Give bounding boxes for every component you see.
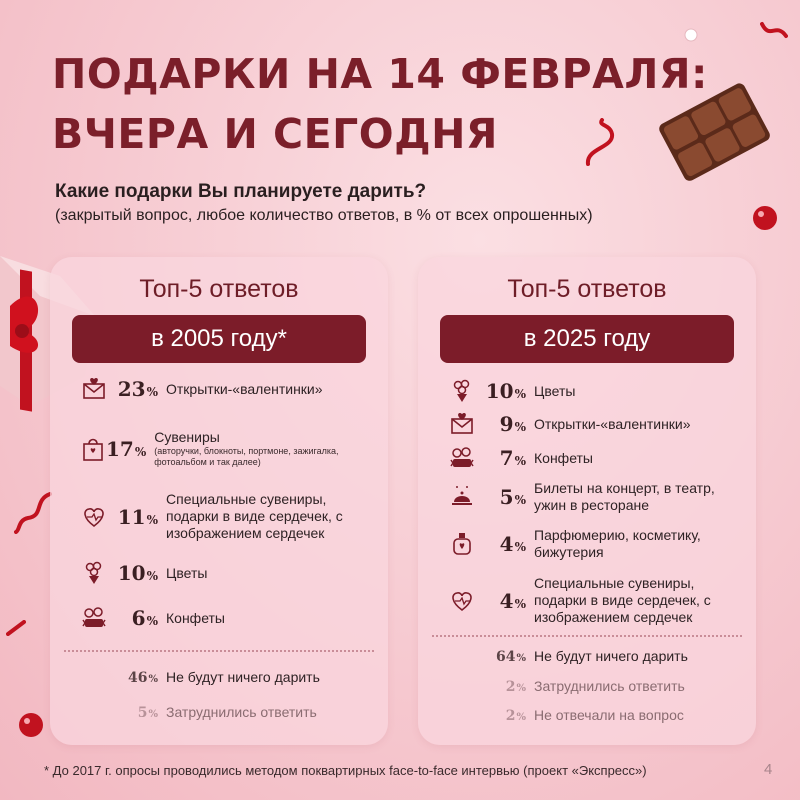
percent-value: 17% (106, 436, 147, 461)
percent-value: 23% (117, 377, 158, 401)
survey-question: Какие подарки Вы планируете дарить? (55, 181, 427, 202)
list-item: 2% Не отвечали на вопрос (448, 707, 748, 724)
list-item: 4% Парфюмерию, косметику, бижутерия (448, 527, 748, 561)
page-title: ПОДАРКИ НА 14 ФЕВРАЛЯ: ВЧЕРА И СЕГОДНЯ (52, 44, 708, 164)
percent-value: 6% (131, 606, 158, 630)
item-label: Парфюмерию, косметику, бижутерия (534, 527, 701, 560)
percent-value: 64% (496, 648, 526, 665)
percent-value: 4% (499, 532, 526, 556)
divider (64, 650, 374, 652)
item-label: Сувениры (авторучки, блокноты, портмоне,… (154, 429, 380, 468)
gift-bag-icon (80, 435, 106, 463)
chocolate-decoration (659, 83, 770, 181)
title-line-1: ПОДАРКИ НА 14 ФЕВРАЛЯ: (52, 50, 708, 98)
item-label: Цветы (534, 382, 576, 399)
list-item: 2% Затруднились ответить (448, 678, 748, 695)
item-label-sub: (авторучки, блокноты, портмоне, зажигалк… (154, 446, 339, 467)
percent-value: 46% (128, 669, 158, 686)
percent-value: 2% (505, 707, 526, 724)
percent-value: 9% (499, 412, 526, 436)
card-2005: Топ-5 ответов в 2005 году* 23% Открытки-… (50, 257, 388, 745)
item-label: Открытки-«валентинки» (534, 415, 691, 432)
bead-decoration (684, 28, 698, 42)
card-2025: Топ-5 ответов в 2025 году 10% Цветы 9% О… (418, 257, 756, 745)
percent-value: 10% (485, 379, 526, 403)
percent-value: 5% (499, 485, 526, 509)
dinner-icon (448, 483, 476, 511)
survey-question-note: (закрытый вопрос, любое количество ответ… (55, 207, 593, 224)
list-item: 6% Конфеты (80, 604, 380, 632)
item-label: Конфеты (534, 449, 593, 466)
page-number: 4 (764, 761, 773, 778)
item-label: Затруднились ответить (166, 704, 317, 720)
envelope-heart-icon (448, 410, 476, 438)
envelope-heart-icon (80, 375, 108, 403)
list-item: 5% Затруднились ответить (80, 704, 380, 721)
item-label: Конфеты (166, 609, 225, 626)
card-heading: Топ-5 ответов (507, 275, 667, 303)
percent-value: 11% (117, 504, 158, 529)
percent-value: 10% (117, 561, 158, 585)
item-label: Не будут ничего дарить (166, 669, 320, 685)
list-item: 9% Открытки-«валентинки» (448, 410, 748, 438)
year-ribbon: в 2025 году (440, 315, 734, 363)
list-item: 64% Не будут ничего дарить (448, 648, 748, 665)
percent-value: 7% (499, 446, 526, 470)
heart-icon (448, 587, 476, 615)
ribbon-curl-decoration (6, 620, 26, 636)
list-item: 23% Открытки-«валентинки» (80, 375, 380, 403)
list-item: 10% Цветы (80, 559, 380, 587)
flowers-icon (80, 559, 108, 587)
list-item: 17% Сувениры (авторучки, блокноты, портм… (80, 429, 380, 468)
ribbon-curl-decoration (586, 118, 614, 166)
bead-decoration (19, 713, 43, 737)
percent-value: 2% (505, 678, 526, 695)
candy-icon (80, 604, 108, 632)
divider (432, 635, 742, 637)
item-label: Цветы (166, 564, 208, 581)
list-item: 46% Не будут ничего дарить (80, 669, 380, 686)
item-label: Специальные сувениры, подарки в виде сер… (534, 575, 711, 625)
percent-value: 5% (137, 704, 158, 721)
item-label: Специальные сувениры, подарки в виде сер… (166, 491, 343, 541)
percent-value: 4% (499, 588, 526, 613)
candy-icon (448, 444, 476, 472)
item-label-main: Сувениры (154, 429, 220, 445)
item-label: Открытки-«валентинки» (166, 380, 323, 397)
year-ribbon: в 2005 году* (72, 315, 366, 363)
item-label: Не будут ничего дарить (534, 648, 688, 664)
list-item: 10% Цветы (448, 377, 748, 405)
flowers-icon (448, 377, 476, 405)
ribbon-curl-decoration (14, 492, 52, 534)
card-heading: Топ-5 ответов (139, 275, 299, 303)
list-item: 5% Билеты на концерт, в театр, ужин в ре… (448, 480, 748, 514)
item-label: Не отвечали на вопрос (534, 707, 684, 723)
footnote: * До 2017 г. опросы проводились методом … (44, 763, 647, 778)
perfume-icon (448, 530, 476, 558)
bead-decoration (753, 206, 777, 230)
heart-icon (80, 503, 108, 531)
title-line-2: ВЧЕРА И СЕГОДНЯ (52, 110, 499, 158)
ribbon-curl-decoration (760, 22, 788, 38)
item-label: Билеты на концерт, в театр, ужин в ресто… (534, 480, 715, 513)
list-item: 7% Конфеты (448, 444, 748, 472)
list-item: 4% Специальные сувениры, подарки в виде … (448, 575, 748, 626)
item-label: Затруднились ответить (534, 678, 685, 694)
list-item: 11% Специальные сувениры, подарки в виде… (80, 491, 380, 542)
